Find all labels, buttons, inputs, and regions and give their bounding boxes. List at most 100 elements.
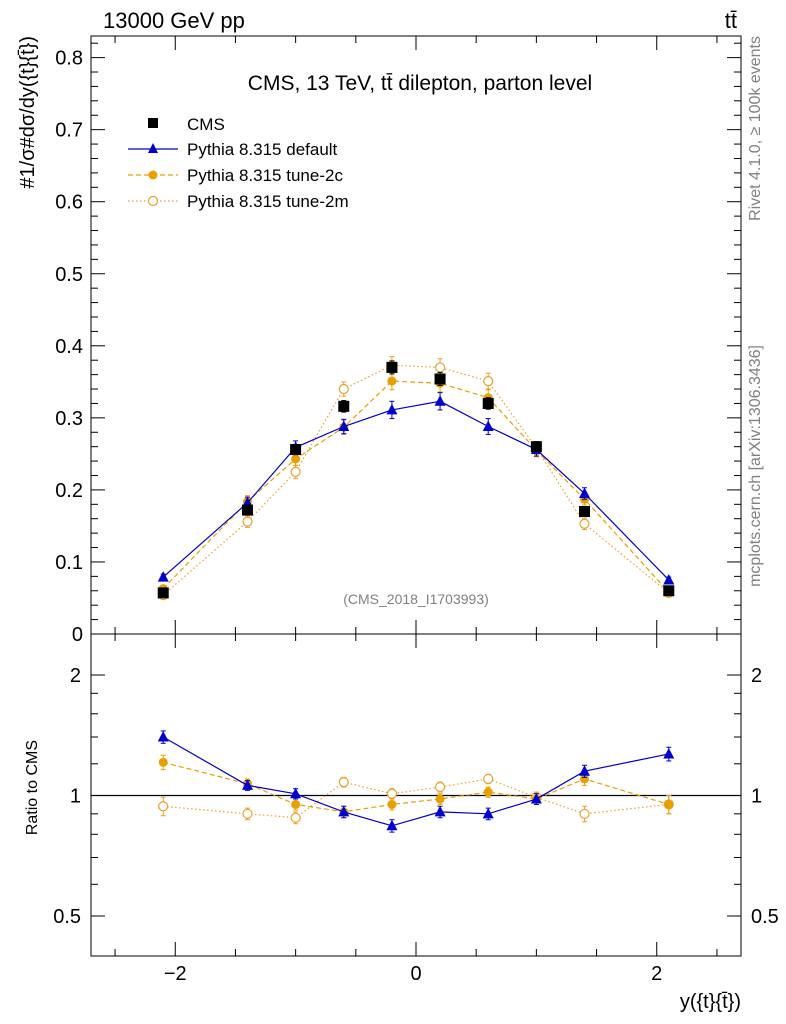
legend-label-tune2m: Pythia 8.315 tune-2m: [187, 192, 349, 211]
data-point-cms: [530, 441, 542, 453]
data-point-cms: [157, 587, 169, 599]
data-point-default: [663, 573, 675, 585]
legend-marker-tune2m: [147, 195, 159, 207]
legend-marker-cms: [148, 118, 158, 128]
ratio-y-tick-label: 1: [70, 786, 81, 808]
data-point-cms: [290, 444, 302, 456]
header-energy-label: 13000 GeV pp: [103, 8, 245, 33]
y-tick-label: 0.6: [55, 192, 83, 214]
data-point-tune2m: [434, 362, 446, 373]
data-point-tune2m: [242, 808, 253, 819]
main-y-axis-label: #1/σ#dσ/dy({t}{t̄}): [17, 36, 39, 189]
ratio-y-tick-label-right: 2: [751, 665, 762, 687]
data-point-cms: [338, 400, 350, 412]
data-point-tune2c: [483, 787, 493, 797]
data-point-tune2m: [290, 812, 301, 823]
analysis-watermark: (CMS_2018_I1703993): [343, 591, 489, 607]
ratio-y-axis-label: Ratio to CMS: [24, 740, 41, 835]
data-point-cms: [241, 504, 253, 516]
data-point-default: [579, 765, 591, 776]
series-line-tune2c: [162, 380, 670, 593]
data-point-default: [241, 779, 253, 790]
data-point-tune2m: [434, 781, 446, 793]
main-chart-title: CMS, 13 TeV, tt̄ dilepton, parton level: [248, 72, 592, 95]
data-point-tune2c: [664, 799, 674, 809]
data-point-default: [434, 395, 446, 406]
data-point-default: [386, 819, 398, 831]
y-tick-label: 0.8: [55, 48, 83, 70]
header-process-label: tt̄: [725, 8, 737, 33]
data-point-tune2c: [291, 454, 301, 464]
series-line-tune2c: [163, 761, 669, 813]
data-point-tune2c: [291, 799, 301, 809]
x-tick-label: 0: [410, 963, 421, 985]
data-point-tune2c: [435, 794, 445, 804]
y-tick-label: 0: [72, 624, 83, 646]
data-point-default: [338, 420, 350, 432]
x-tick-label: −2: [164, 963, 187, 985]
y-tick-label: 0.3: [55, 408, 83, 430]
legend-label-tune2c: Pythia 8.315 tune-2c: [187, 166, 343, 185]
data-point-tune2m: [338, 777, 349, 788]
data-point-default: [157, 571, 169, 582]
legend-marker-tune2c: [148, 170, 158, 180]
data-point-tune2c: [580, 774, 590, 784]
data-point-tune2m: [579, 518, 590, 529]
data-point-tune2m: [579, 808, 590, 819]
data-point-default: [434, 805, 446, 817]
ratio-y-tick-label-right: 1: [751, 786, 762, 808]
data-point-tune2m: [483, 773, 494, 785]
legend-marker-default: [148, 143, 158, 153]
main-axis-ticks: 0 0.1 0.2 0.3 0.4 0.5 0.6 0.7 0.8: [55, 36, 741, 646]
data-point-cms: [482, 397, 494, 409]
legend-entry-tune2c: Pythia 8.315 tune-2c: [128, 166, 343, 185]
legend-entry-tune2m: Pythia 8.315 tune-2m: [128, 192, 349, 211]
data-point-default: [290, 787, 302, 799]
ratio-y-tick-label-right: 0.5: [751, 906, 779, 928]
ratio-y-tick-label: 2: [70, 665, 81, 687]
legend-label-cms: CMS: [187, 115, 225, 134]
data-point-tune2m: [483, 376, 494, 387]
data-point-default: [157, 731, 169, 742]
data-point-tune2m: [242, 516, 253, 527]
data-point-cms: [386, 361, 398, 373]
y-tick-label: 0.5: [55, 264, 83, 286]
ratio-data-layer: [157, 730, 675, 833]
y-tick-label: 0.4: [55, 336, 83, 358]
data-point-tune2m: [386, 788, 398, 799]
y-tick-label: 0.2: [55, 480, 83, 502]
data-point-default: [386, 403, 398, 415]
series-line-default: [162, 400, 670, 581]
x-tick-label: 2: [651, 963, 662, 985]
main-data-layer: [157, 356, 675, 601]
data-point-cms: [579, 506, 591, 518]
data-point-tune2m: [338, 383, 349, 395]
series-line-tune2m: [163, 778, 669, 819]
series-line-default: [162, 736, 669, 827]
data-point-default: [530, 793, 542, 804]
legend-label-default: Pythia 8.315 default: [187, 140, 338, 159]
data-point-tune2c: [387, 799, 397, 809]
rivet-version-label: Rivet 4.1.0, ≥ 100k events: [747, 36, 764, 221]
legend: CMS Pythia 8.315 default Pythia 8.315 tu…: [128, 115, 349, 211]
data-point-cms: [663, 585, 675, 597]
data-point-default: [482, 807, 494, 819]
data-point-tune2c: [387, 376, 397, 386]
series-line-tune2m: [162, 364, 670, 596]
mcplots-label: mcplots.cern.ch [arXiv:1306.3436]: [747, 345, 764, 587]
y-tick-label: 0.7: [55, 120, 83, 142]
x-axis-label: y({t}{t̄}): [680, 991, 741, 1013]
y-tick-label: 0.1: [55, 552, 83, 574]
legend-entry-default: Pythia 8.315 default: [128, 140, 338, 159]
ratio-y-tick-label: 0.5: [53, 906, 81, 928]
data-point-tune2c: [158, 757, 168, 767]
legend-entry-cms: CMS: [148, 115, 225, 134]
data-point-default: [663, 747, 675, 759]
ratio-axis-ticks: 0.5 0.5 1 1 2 2 −2 0 2: [53, 634, 779, 985]
data-point-cms: [434, 373, 446, 385]
data-point-default: [579, 487, 591, 499]
data-point-tune2m: [290, 466, 301, 477]
data-point-tune2m: [158, 801, 169, 812]
data-point-default: [482, 420, 494, 432]
data-point-default: [338, 805, 350, 817]
